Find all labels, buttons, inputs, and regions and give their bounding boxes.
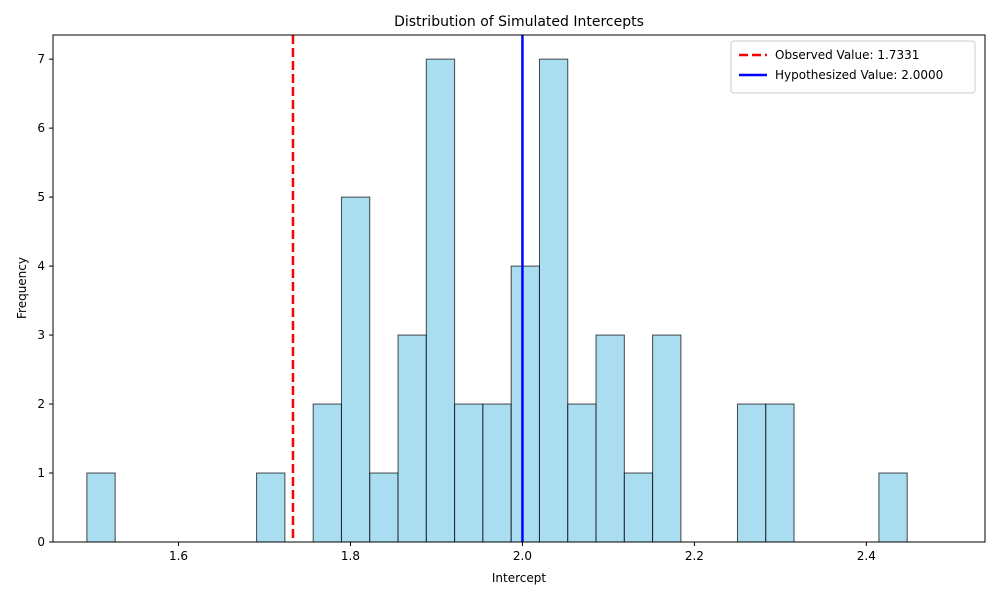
y-tick-label: 5: [37, 190, 45, 204]
histogram-bar: [623, 472, 654, 543]
x-axis-label: Intercept: [492, 571, 547, 585]
y-tick-label: 3: [37, 328, 45, 342]
y-axis-ticks: 0 1 2 3 4 5 6 7: [37, 52, 53, 549]
histogram-bar: [425, 58, 456, 543]
x-tick-label: 2.0: [513, 549, 532, 563]
x-tick-label: 2.4: [857, 549, 876, 563]
histogram-bar: [510, 265, 540, 543]
x-tick-label: 1.6: [169, 549, 188, 563]
histogram-bar: [736, 403, 767, 543]
histogram-bar: [397, 334, 427, 543]
histogram-bar: [765, 403, 795, 543]
y-tick-label: 2: [37, 397, 45, 411]
histogram-bar: [652, 334, 682, 543]
chart-title: Distribution of Simulated Intercepts: [394, 14, 644, 30]
histogram-bar: [878, 472, 908, 543]
histogram-bar: [482, 403, 512, 543]
legend-observed-label: Observed Value: 1.7331: [775, 48, 919, 62]
legend-hypothesized-label: Hypothesized Value: 2.0000: [775, 68, 943, 82]
histogram-bar: [312, 403, 342, 543]
y-tick-label: 1: [37, 466, 45, 480]
plot-frame: [52, 34, 986, 543]
x-tick-label: 2.2: [685, 549, 704, 563]
y-axis-label: Frequency: [15, 257, 29, 319]
histogram-bar: [256, 472, 286, 543]
y-tick-label: 7: [37, 52, 45, 66]
reference-lines-group: [291, 35, 524, 542]
histogram-bar: [369, 472, 399, 543]
histogram-bar: [86, 472, 116, 543]
y-tick-label: 6: [37, 121, 45, 135]
histogram-bar: [454, 403, 484, 543]
y-tick-label: 0: [37, 535, 45, 549]
legend-box: [730, 40, 976, 94]
bars-group: [86, 58, 908, 543]
legend: Observed Value: 1.7331 Hypothesized Value…: [730, 40, 976, 94]
histogram-bar: [538, 58, 569, 543]
histogram-bar: [567, 403, 597, 543]
y-tick-label: 4: [37, 259, 45, 273]
x-axis-ticks: 1.6 1.8 2.0 2.2 2.4: [169, 542, 876, 563]
x-tick-label: 1.8: [341, 549, 360, 563]
histogram-bar: [340, 196, 371, 543]
histogram-bar: [595, 334, 625, 543]
